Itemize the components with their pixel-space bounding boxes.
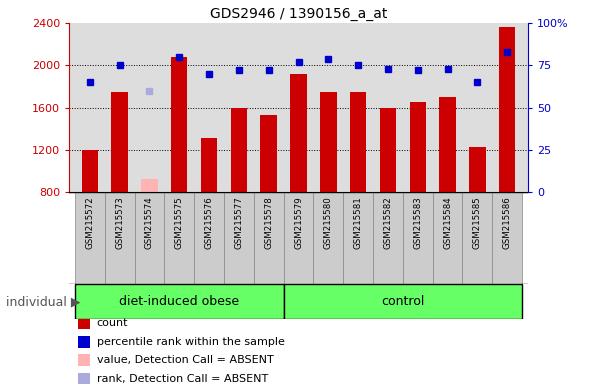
Bar [171,57,187,192]
Bar [343,192,373,284]
Bar [439,97,456,192]
Text: value, Detection Call = ABSENT: value, Detection Call = ABSENT [97,355,273,365]
Text: control: control [381,295,425,308]
Bar [463,192,492,284]
Bar [492,192,522,284]
Bar [284,192,313,284]
Bar [78,336,89,348]
Bar [313,192,343,284]
Text: GSM215582: GSM215582 [383,197,392,249]
Text: GSM215585: GSM215585 [473,197,482,249]
Text: GSM215576: GSM215576 [205,197,214,249]
Text: GSM215577: GSM215577 [235,197,244,249]
Text: GSM215579: GSM215579 [294,197,303,249]
Text: GSM215586: GSM215586 [503,197,512,249]
Bar [164,192,194,284]
Bar [201,138,217,192]
Text: GSM215581: GSM215581 [353,197,362,249]
Text: GSM215580: GSM215580 [324,197,333,249]
Bar [499,27,515,192]
Text: GSM215583: GSM215583 [413,197,422,249]
Bar [380,108,396,192]
Bar [75,284,284,319]
Text: diet-induced obese: diet-induced obese [119,295,239,308]
Bar [320,92,337,192]
Bar [105,192,134,284]
Text: GSM215573: GSM215573 [115,197,124,249]
Text: GSM215584: GSM215584 [443,197,452,249]
Text: rank, Detection Call = ABSENT: rank, Detection Call = ABSENT [97,374,268,384]
Bar [224,192,254,284]
Bar [78,354,89,366]
Bar [284,284,522,319]
Bar [254,192,284,284]
Bar [134,192,164,284]
Bar [75,192,105,284]
Bar [78,373,89,384]
Bar [82,150,98,192]
Bar [78,318,89,329]
Bar [194,192,224,284]
Bar [433,192,463,284]
Bar [112,92,128,192]
Bar [260,115,277,192]
Text: GSM215578: GSM215578 [264,197,273,249]
Bar [141,179,158,192]
Bar [350,92,367,192]
Title: GDS2946 / 1390156_a_at: GDS2946 / 1390156_a_at [210,7,387,21]
Bar [290,74,307,192]
Text: count: count [97,318,128,328]
Text: GSM215572: GSM215572 [85,197,94,249]
Text: percentile rank within the sample: percentile rank within the sample [97,337,284,347]
Bar [403,192,433,284]
Text: individual ▶: individual ▶ [6,295,80,308]
Text: GSM215575: GSM215575 [175,197,184,249]
Bar [469,147,485,192]
Text: GSM215574: GSM215574 [145,197,154,249]
Bar [230,108,247,192]
Bar [410,102,426,192]
Bar [373,192,403,284]
